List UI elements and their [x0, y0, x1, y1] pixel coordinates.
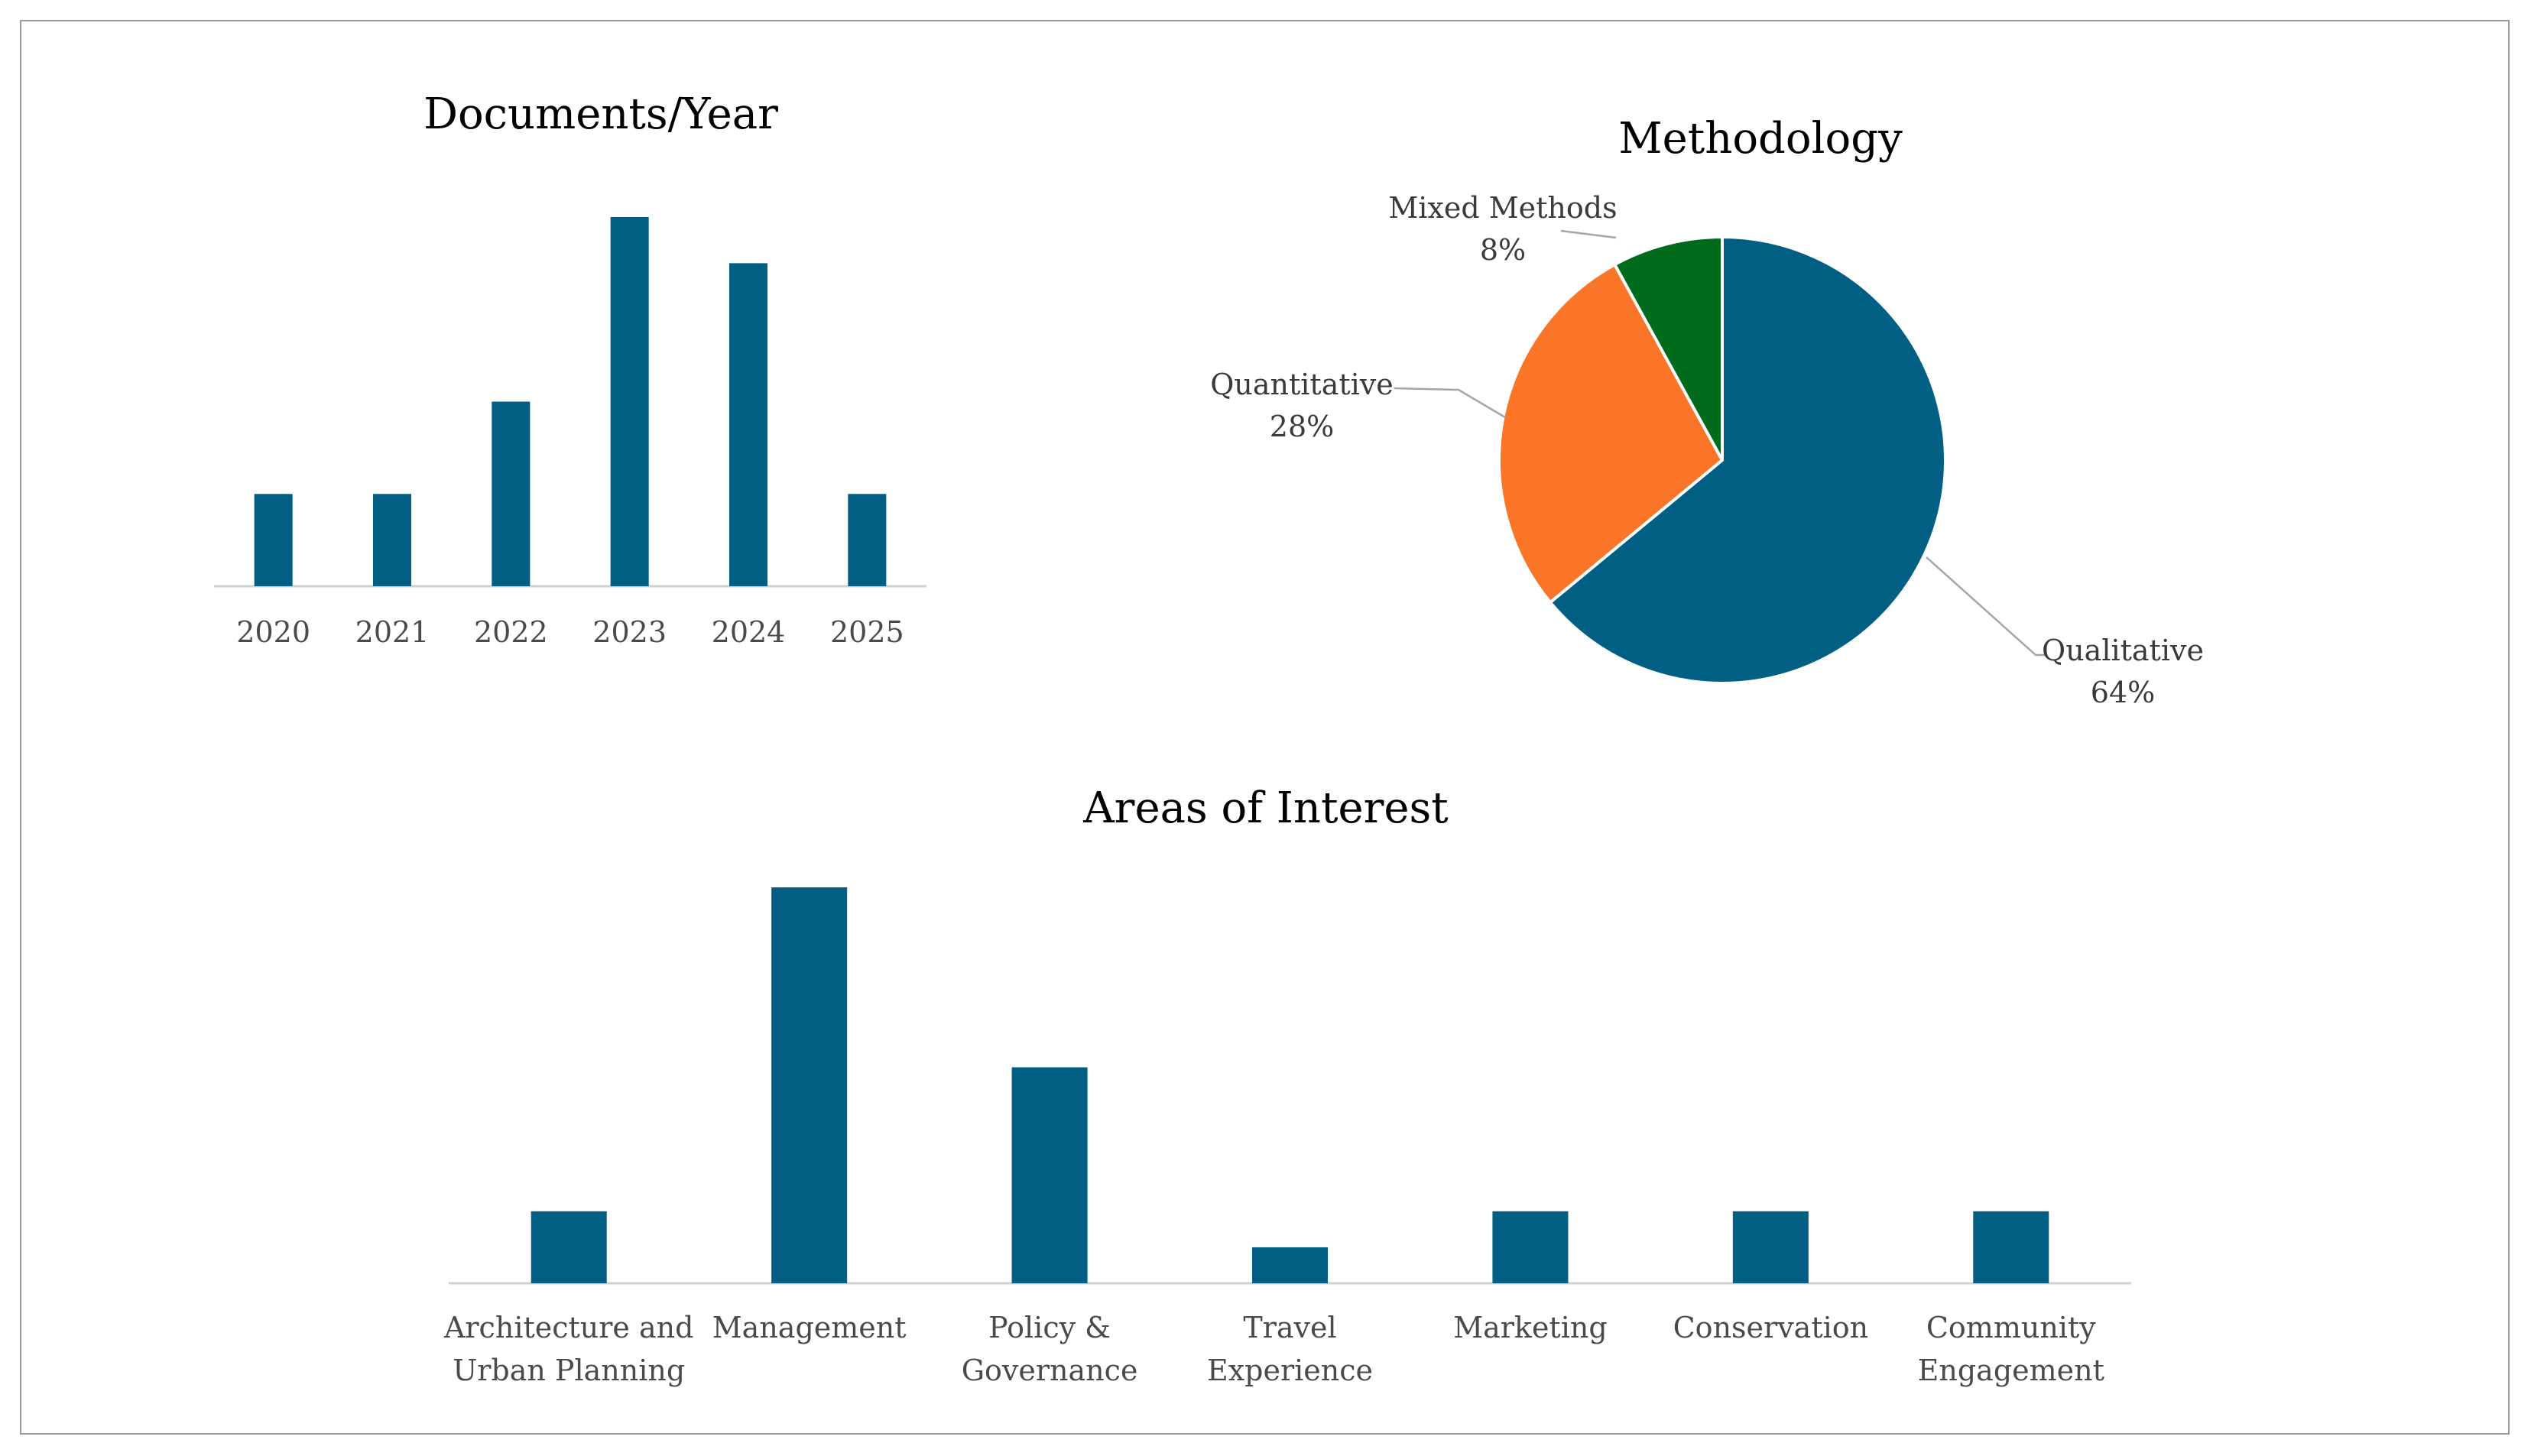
qualitative-leader-line	[1926, 556, 2046, 657]
tick-label-architecture-and-urban-planning: Architecture and Urban Planning	[443, 1311, 694, 1387]
mixed-methods-leader-line	[1560, 229, 1617, 239]
tick-label-community-engagement: Community Engagement	[1918, 1311, 2104, 1387]
bar-2025	[848, 494, 887, 586]
tick-label-line: 2022	[474, 615, 548, 649]
documents-per-year-chart: Documents/Year 2020 2021 2022 2023 2024 2025	[214, 89, 926, 649]
tick-label-line: Architecture and	[443, 1311, 694, 1344]
bar-architecture-and-urban-planning	[531, 1211, 607, 1283]
areas-of-interest-chart: Areas of Interest Architecture and Urban …	[443, 783, 2131, 1387]
documents-per-year-title: Documents/Year	[423, 89, 778, 139]
bar-2020	[254, 494, 293, 586]
tick-label-management: Management	[712, 1311, 907, 1344]
tick-label-marketing: Marketing	[1453, 1311, 1607, 1344]
tick-label-travel-experience: Travel Experience	[1207, 1311, 1373, 1387]
pie-slice-qualitative	[1549, 235, 1947, 685]
bar-travel-experience	[1252, 1247, 1328, 1283]
bar-policy-and-governance	[1011, 1067, 1088, 1283]
tick-label-policy-and-governance: Policy & Governance	[962, 1311, 1138, 1387]
tick-label-2021: 2021	[355, 615, 430, 649]
tick-label-line: Travel	[1243, 1311, 1336, 1344]
qualitative-percent: 64%	[2091, 676, 2155, 709]
tick-label-line: Conservation	[1673, 1311, 1868, 1344]
tick-label-line: 2023	[592, 615, 667, 649]
mixed-methods-label: Mixed Methods	[1388, 191, 1617, 225]
areas-of-interest-title: Areas of Interest	[1082, 783, 1449, 833]
quantitative-percent: 28%	[1270, 410, 1334, 443]
methodology-title: Methodology	[1618, 114, 1903, 164]
methodology-chart: Methodology Mixed Methods 8% Quantitativ…	[1210, 114, 2204, 709]
pie-slice-quantitative	[1498, 263, 1724, 605]
pie-slice-mixed-methods	[1613, 235, 1724, 462]
tick-label-2025: 2025	[830, 615, 904, 649]
tick-label-line: 2020	[236, 615, 310, 649]
tick-label-line: Urban Planning	[453, 1354, 685, 1387]
tick-label-line: Community	[1926, 1311, 2096, 1344]
tick-label-2024: 2024	[712, 615, 786, 649]
bar-2024	[729, 263, 767, 586]
tick-label-line: Policy &	[988, 1311, 1111, 1344]
bar-2021	[373, 494, 411, 586]
tick-label-line: 2025	[830, 615, 904, 649]
tick-label-conservation: Conservation	[1673, 1311, 1868, 1344]
tick-label-line: Management	[712, 1311, 907, 1344]
tick-label-line: 2024	[712, 615, 786, 649]
tick-label-2020: 2020	[236, 615, 310, 649]
quantitative-leader-line	[1394, 387, 1506, 419]
tick-label-line: 2021	[355, 615, 430, 649]
tick-label-line: Engagement	[1918, 1354, 2104, 1387]
quantitative-label: Quantitative	[1210, 368, 1394, 401]
bar-2022	[492, 401, 531, 586]
tick-label-2022: 2022	[474, 615, 548, 649]
bar-marketing	[1492, 1211, 1569, 1283]
bar-community-engagement	[1973, 1211, 2049, 1283]
tick-label-2023: 2023	[592, 615, 667, 649]
qualitative-label: Qualitative	[2042, 634, 2204, 667]
tick-label-line: Governance	[962, 1354, 1138, 1387]
tick-label-line: Experience	[1207, 1354, 1373, 1387]
tick-label-line: Marketing	[1453, 1311, 1607, 1344]
bar-management	[771, 887, 848, 1283]
figure-frame	[20, 20, 2510, 1435]
bar-conservation	[1732, 1211, 1809, 1283]
mixed-methods-percent: 8%	[1480, 233, 1526, 267]
bar-2023	[610, 217, 649, 586]
